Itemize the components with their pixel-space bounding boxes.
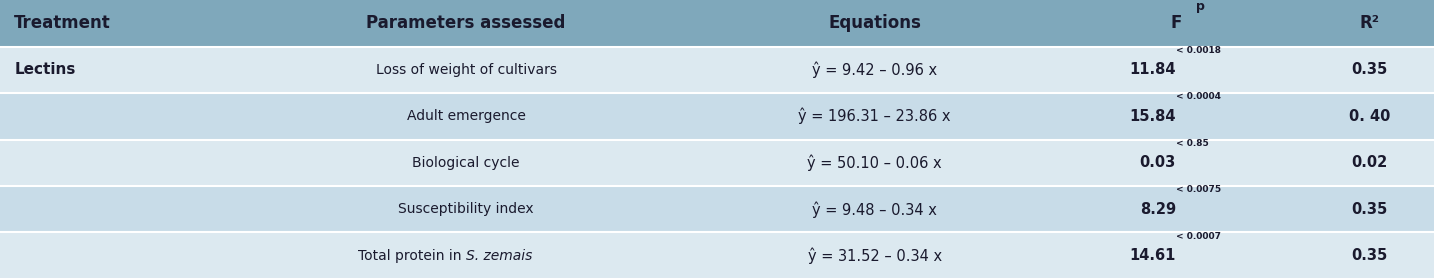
- Bar: [0, 232, 1434, 279]
- Text: ŷ = 9.48 – 0.34 x: ŷ = 9.48 – 0.34 x: [812, 201, 938, 218]
- Text: 8.29: 8.29: [1140, 202, 1176, 217]
- Text: 0.35: 0.35: [1351, 62, 1388, 77]
- Text: ŷ = 196.31 – 23.86 x: ŷ = 196.31 – 23.86 x: [799, 108, 951, 124]
- Bar: [0, 47, 1434, 93]
- Text: 0. 40: 0. 40: [1349, 109, 1390, 124]
- Text: < 0.0007: < 0.0007: [1176, 232, 1220, 241]
- Text: Susceptibility index: Susceptibility index: [399, 202, 533, 216]
- Text: S. zemais: S. zemais: [466, 249, 532, 263]
- Text: Equations: Equations: [829, 14, 921, 32]
- Text: 0.35: 0.35: [1351, 248, 1388, 263]
- Text: < 0.0075: < 0.0075: [1176, 185, 1220, 194]
- Text: 11.84: 11.84: [1130, 62, 1176, 77]
- Text: 0.35: 0.35: [1351, 202, 1388, 217]
- Text: Total protein in: Total protein in: [358, 249, 466, 263]
- Bar: [0, 0, 1434, 47]
- Text: Loss of weight of cultivars: Loss of weight of cultivars: [376, 63, 556, 77]
- Text: Adult emergence: Adult emergence: [407, 109, 525, 123]
- Text: p: p: [1196, 0, 1205, 13]
- Text: ŷ = 50.10 – 0.06 x: ŷ = 50.10 – 0.06 x: [807, 155, 942, 171]
- Text: < 0.0004: < 0.0004: [1176, 92, 1220, 101]
- Text: < 0.85: < 0.85: [1176, 139, 1209, 148]
- Text: < 0.0018: < 0.0018: [1176, 46, 1220, 55]
- Text: 14.61: 14.61: [1130, 248, 1176, 263]
- Text: Lectins: Lectins: [14, 62, 76, 77]
- Text: 15.84: 15.84: [1130, 109, 1176, 124]
- Text: Treatment: Treatment: [14, 14, 110, 32]
- Text: ŷ = 31.52 – 0.34 x: ŷ = 31.52 – 0.34 x: [807, 247, 942, 264]
- Text: ŷ = 9.42 – 0.96 x: ŷ = 9.42 – 0.96 x: [812, 61, 938, 78]
- Bar: [0, 186, 1434, 232]
- Text: R²: R²: [1359, 14, 1380, 32]
- Bar: [0, 140, 1434, 186]
- Text: F: F: [1170, 14, 1182, 32]
- Text: 0.03: 0.03: [1140, 155, 1176, 170]
- Text: 0.02: 0.02: [1351, 155, 1388, 170]
- Text: Parameters assessed: Parameters assessed: [366, 14, 566, 32]
- Text: Biological cycle: Biological cycle: [413, 156, 519, 170]
- Bar: [0, 93, 1434, 140]
